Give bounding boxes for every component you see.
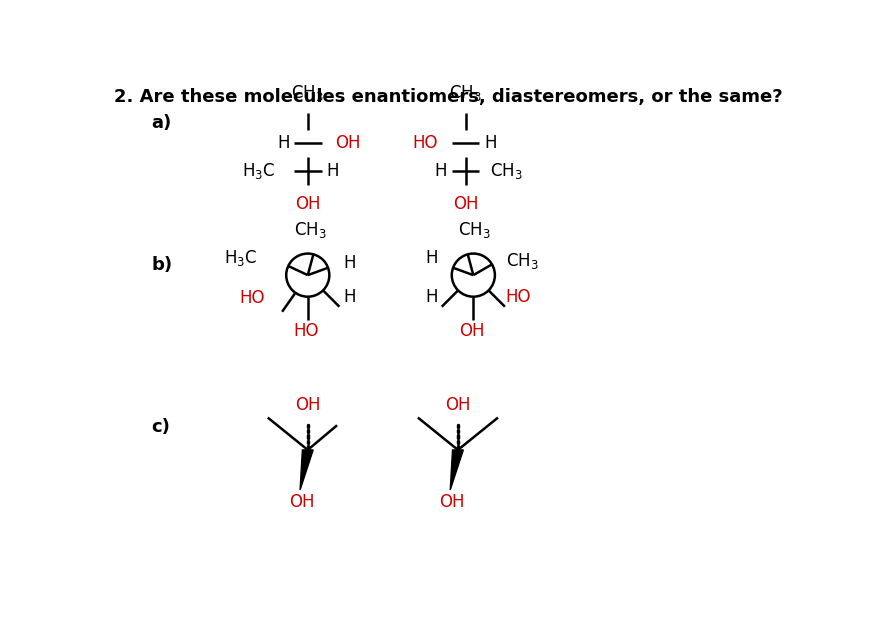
Text: OH: OH — [439, 493, 464, 511]
Text: H: H — [484, 135, 496, 153]
Text: CH$_3$: CH$_3$ — [291, 83, 324, 103]
Text: 2. Are these molecules enantiomers, diastereomers, or the same?: 2. Are these molecules enantiomers, dias… — [114, 88, 782, 106]
Polygon shape — [450, 450, 463, 490]
Text: H: H — [277, 135, 289, 153]
Polygon shape — [300, 450, 313, 490]
Text: a): a) — [151, 114, 171, 132]
Text: OH: OH — [295, 396, 321, 414]
Text: HO: HO — [413, 135, 438, 153]
Text: H: H — [426, 249, 438, 267]
Text: OH: OH — [445, 396, 471, 414]
Text: H$_3$C: H$_3$C — [224, 248, 257, 268]
Text: OH: OH — [289, 493, 315, 511]
Text: CH$_3$: CH$_3$ — [449, 83, 482, 103]
Text: OH: OH — [295, 195, 321, 213]
Text: CH$_3$: CH$_3$ — [459, 221, 491, 240]
Text: OH: OH — [453, 195, 478, 213]
Text: OH: OH — [336, 135, 361, 153]
Text: b): b) — [151, 256, 172, 274]
Text: CH$_3$: CH$_3$ — [506, 252, 538, 271]
Text: HO: HO — [239, 289, 265, 307]
Text: H: H — [326, 162, 339, 180]
Text: c): c) — [151, 418, 170, 436]
Text: H: H — [434, 162, 447, 180]
Text: CH$_3$: CH$_3$ — [295, 221, 327, 240]
Text: H$_3$C: H$_3$C — [242, 161, 275, 181]
Text: CH$_3$: CH$_3$ — [490, 161, 523, 181]
Text: H: H — [426, 288, 438, 306]
Text: HO: HO — [294, 323, 319, 341]
Text: OH: OH — [459, 323, 484, 341]
Text: HO: HO — [506, 288, 531, 306]
Text: H: H — [343, 254, 356, 272]
Text: H: H — [343, 288, 356, 306]
